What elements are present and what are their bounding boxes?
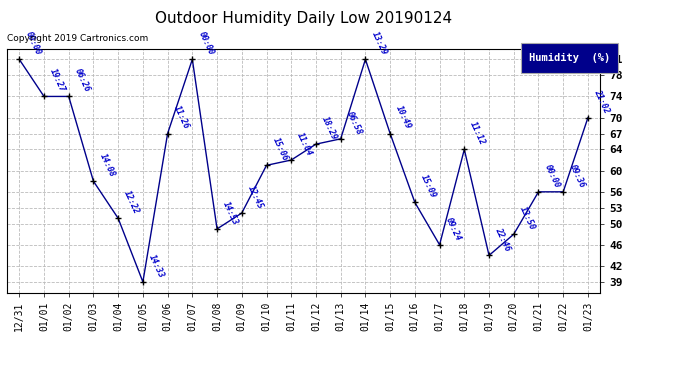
- Text: 11:26: 11:26: [172, 104, 190, 131]
- Text: 00:00: 00:00: [197, 30, 215, 57]
- Text: 14:08: 14:08: [97, 152, 117, 178]
- Text: 09:36: 09:36: [567, 163, 586, 189]
- Text: 11:04: 11:04: [295, 131, 314, 157]
- Text: 13:29: 13:29: [370, 30, 388, 57]
- Text: 09:24: 09:24: [444, 216, 462, 242]
- Text: 13:50: 13:50: [518, 205, 537, 231]
- Text: 21:02: 21:02: [592, 88, 611, 115]
- Text: 18:29: 18:29: [320, 115, 339, 141]
- Text: 15:06: 15:06: [270, 136, 289, 162]
- Text: 12:22: 12:22: [122, 189, 141, 216]
- Text: 06:58: 06:58: [345, 110, 364, 136]
- Text: 14:53: 14:53: [221, 200, 240, 226]
- Text: Humidity  (%): Humidity (%): [529, 53, 610, 63]
- Text: 06:26: 06:26: [73, 67, 92, 94]
- Text: 22:46: 22:46: [493, 226, 512, 253]
- Text: Copyright 2019 Cartronics.com: Copyright 2019 Cartronics.com: [7, 34, 148, 43]
- Text: 00:00: 00:00: [542, 163, 562, 189]
- Text: Outdoor Humidity Daily Low 20190124: Outdoor Humidity Daily Low 20190124: [155, 11, 452, 26]
- Text: 15:09: 15:09: [419, 173, 437, 200]
- Text: 14:33: 14:33: [147, 253, 166, 279]
- Text: 11:12: 11:12: [469, 120, 487, 147]
- Text: 00:00: 00:00: [23, 30, 42, 57]
- Text: 19:27: 19:27: [48, 67, 67, 94]
- Text: 10:49: 10:49: [394, 104, 413, 131]
- Text: 12:45: 12:45: [246, 184, 265, 210]
